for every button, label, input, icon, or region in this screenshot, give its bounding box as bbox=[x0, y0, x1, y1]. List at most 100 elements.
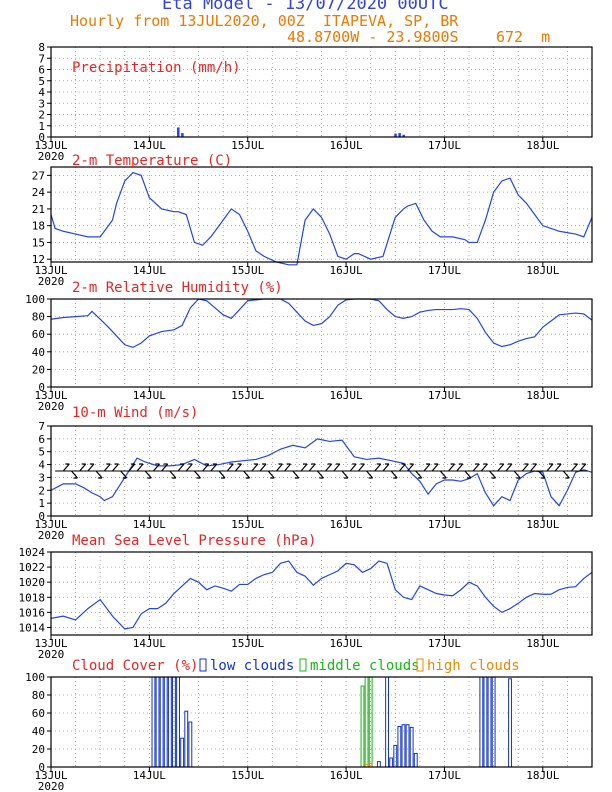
wind-barb bbox=[505, 463, 513, 472]
wind-barb bbox=[79, 463, 87, 472]
x-tick-label: 15JUL bbox=[231, 518, 264, 531]
y-tick-label: 2 bbox=[38, 484, 45, 497]
x-tick-label: 16JUL bbox=[330, 139, 363, 152]
y-tick-label: 20 bbox=[32, 363, 45, 376]
wind-barb bbox=[177, 463, 185, 472]
y-tick-label: 3 bbox=[38, 471, 45, 484]
panel-frame bbox=[50, 166, 593, 263]
x-tick-label: 13JUL bbox=[34, 637, 67, 650]
wind-barb bbox=[128, 463, 136, 472]
y-tick-label: 40 bbox=[32, 346, 45, 359]
wind-barb bbox=[341, 470, 349, 479]
x-tick-label: 17JUL bbox=[428, 769, 461, 782]
wind-barb bbox=[210, 463, 218, 472]
wind-barb bbox=[579, 463, 587, 472]
legend-label: middle clouds bbox=[310, 658, 420, 674]
x-tick-label: 16JUL bbox=[330, 264, 363, 277]
y-tick-label: 1020 bbox=[19, 576, 46, 589]
x-tick-label: 13JUL bbox=[34, 389, 67, 402]
low-cloud-bar bbox=[167, 676, 172, 768]
y-tick-label: 100 bbox=[25, 293, 45, 306]
wind-barb bbox=[456, 463, 464, 472]
wind-barb bbox=[316, 470, 324, 479]
x-tick-label: 16JUL bbox=[330, 769, 363, 782]
x-tick-label: 16JUL bbox=[330, 389, 363, 402]
legend-swatch bbox=[299, 658, 307, 672]
y-tick-label: 20 bbox=[32, 743, 45, 756]
x-year-label: 2020 bbox=[38, 648, 65, 661]
y-tick-label: 7 bbox=[38, 52, 45, 65]
y-tick-label: 40 bbox=[32, 725, 45, 738]
wind-barb bbox=[546, 463, 554, 472]
x-tick-label: 15JUL bbox=[231, 769, 264, 782]
y-tick-label: 1 bbox=[38, 120, 45, 133]
y-tick-label: 1024 bbox=[19, 546, 46, 559]
wind-barb bbox=[497, 463, 505, 472]
series-line bbox=[50, 171, 593, 266]
x-tick-label: 13JUL bbox=[34, 264, 67, 277]
y-tick-label: 6 bbox=[38, 433, 45, 446]
low-cloud-bar bbox=[385, 676, 390, 768]
y-tick-label: 0 bbox=[38, 131, 45, 144]
y-tick-label: 80 bbox=[32, 311, 45, 324]
y-tick-label: 60 bbox=[32, 707, 45, 720]
y-tick-label: 1022 bbox=[19, 561, 46, 574]
chart-subtitle: Hourly from 13JUL2020, 00Z ITAPEVA, SP, … bbox=[70, 12, 459, 30]
y-tick-label: 15 bbox=[32, 236, 45, 249]
x-tick-label: 18JUL bbox=[526, 769, 559, 782]
wind-barb bbox=[267, 470, 275, 479]
y-tick-label: 1 bbox=[38, 497, 45, 510]
low-cloud-bar bbox=[409, 726, 414, 768]
wind-barb bbox=[489, 470, 496, 479]
y-tick-label: 1018 bbox=[19, 591, 46, 604]
y-tick-label: 21 bbox=[32, 203, 45, 216]
station-coords: 48.8700W - 23.9800S bbox=[287, 28, 459, 46]
wind-barb bbox=[333, 463, 341, 472]
x-tick-label: 15JUL bbox=[231, 264, 264, 277]
wind-barb bbox=[161, 463, 169, 472]
panel-title: Precipitation (mm/h) bbox=[72, 60, 241, 76]
wind-barb bbox=[513, 470, 521, 479]
series-line bbox=[50, 298, 593, 349]
y-tick-label: 60 bbox=[32, 328, 45, 341]
x-tick-label: 13JUL bbox=[34, 518, 67, 531]
y-tick-label: 5 bbox=[38, 75, 45, 88]
wind-barb bbox=[407, 463, 415, 472]
precip-bar bbox=[402, 134, 405, 137]
station-elevation: 672 m bbox=[496, 28, 551, 46]
x-tick-label: 17JUL bbox=[428, 637, 461, 650]
y-tick-label: 8 bbox=[38, 41, 45, 54]
wind-barb bbox=[62, 463, 70, 472]
x-tick-label: 18JUL bbox=[526, 264, 559, 277]
legend-swatch bbox=[199, 658, 207, 672]
low-cloud-bar bbox=[155, 676, 160, 768]
wind-barb bbox=[193, 470, 201, 479]
panel-frame bbox=[50, 551, 593, 636]
chart-title: Eta Model - 13/07/2020 00UTC bbox=[162, 0, 449, 14]
wind-barb bbox=[448, 463, 456, 472]
low-cloud-bar bbox=[376, 761, 381, 768]
wind-barb bbox=[423, 463, 431, 472]
wind-barb bbox=[136, 463, 144, 472]
wind-barb bbox=[202, 463, 210, 472]
x-tick-label: 17JUL bbox=[428, 264, 461, 277]
y-tick-label: 1014 bbox=[19, 621, 46, 634]
wind-barb bbox=[415, 470, 423, 479]
x-year-label: 2020 bbox=[38, 780, 65, 792]
y-tick-label: 3 bbox=[38, 97, 45, 110]
y-tick-label: 4 bbox=[38, 459, 45, 472]
wind-barb bbox=[112, 463, 119, 472]
wind-barb bbox=[431, 463, 439, 472]
low-cloud-bar bbox=[188, 721, 193, 768]
wind-barb bbox=[480, 463, 488, 472]
panel-title: Cloud Cover (%) bbox=[72, 658, 198, 674]
middle-cloud-bar bbox=[360, 685, 365, 768]
wind-barb bbox=[439, 470, 447, 479]
wind-barb bbox=[234, 463, 242, 472]
low-cloud-bar bbox=[163, 676, 168, 768]
y-tick-label: 27 bbox=[32, 169, 45, 182]
wind-barb bbox=[374, 463, 382, 472]
legend-swatch bbox=[416, 658, 424, 672]
wind-barb bbox=[472, 463, 480, 472]
wind-barb bbox=[308, 463, 316, 472]
